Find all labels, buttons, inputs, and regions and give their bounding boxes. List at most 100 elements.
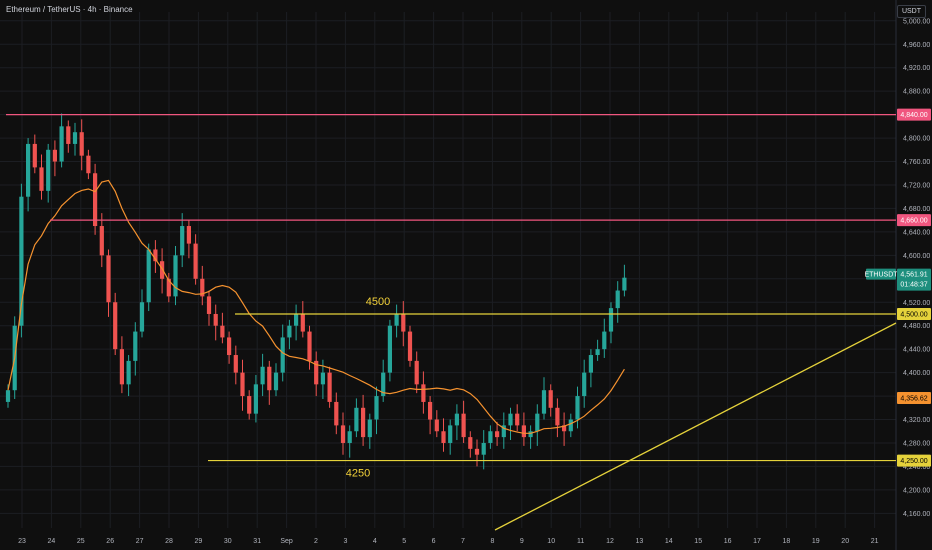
x-tick-label: 16: [724, 538, 732, 545]
x-tick-label: 27: [136, 538, 144, 545]
candle-body: [541, 390, 547, 414]
x-tick-label: 8: [490, 538, 494, 545]
ascending-trendline[interactable]: [494, 322, 897, 531]
candle-body: [421, 384, 426, 402]
ticker-symbol: ETHUSDT: [864, 272, 898, 279]
x-tick-label: 21: [871, 538, 879, 545]
candle-body: [474, 448, 480, 455]
candle-body: [488, 431, 493, 443]
x-tick-label: 2: [314, 538, 318, 545]
candle-body: [582, 372, 587, 397]
x-tick-label: 31: [253, 538, 261, 545]
price-level-label: 4,250.00: [900, 458, 927, 465]
candle-body: [394, 313, 399, 326]
candle-body: [93, 173, 98, 227]
x-tick-label: 15: [694, 538, 702, 545]
candle-body: [381, 372, 386, 397]
price-level-label: 4,660.00: [900, 218, 927, 225]
candle-body: [521, 425, 526, 438]
x-tick-label: 18: [783, 538, 791, 545]
candle-body: [113, 302, 118, 350]
x-tick-label: 29: [195, 538, 203, 545]
candle-body: [206, 296, 212, 314]
x-tick-label: 24: [48, 538, 56, 545]
candle-body: [26, 143, 31, 197]
x-tick-label: 10: [547, 538, 555, 545]
candle-body: [622, 277, 627, 291]
y-tick-label: 4,720.00: [903, 182, 930, 189]
candle-body: [515, 413, 520, 426]
x-tick-label: 6: [432, 538, 436, 545]
x-tick-label: 19: [812, 538, 820, 545]
candle-body: [160, 261, 165, 279]
candle-body: [280, 337, 285, 373]
x-tick-label: 7: [461, 538, 465, 545]
candle-body: [153, 249, 158, 262]
x-tick-label: Sep: [280, 538, 293, 545]
candle-body: [133, 331, 138, 361]
candle-body: [173, 255, 178, 297]
candle-body: [508, 413, 513, 426]
x-tick-label: 14: [665, 538, 673, 545]
candle-body: [5, 390, 11, 402]
candle-body: [387, 325, 392, 373]
level-annotation: 4500: [366, 296, 390, 308]
x-tick-label: 17: [753, 538, 761, 545]
candle-body: [233, 355, 238, 373]
candle-body: [146, 249, 151, 303]
candle-body: [615, 290, 620, 309]
candle-body: [59, 126, 64, 162]
candle-body: [428, 401, 433, 420]
candle-body: [468, 437, 473, 449]
candle-body: [46, 149, 51, 191]
y-tick-label: 4,280.00: [903, 440, 930, 447]
x-tick-label: 23: [18, 538, 26, 545]
x-tick-label: 28: [165, 538, 173, 545]
candle-body: [320, 372, 325, 385]
y-tick-label: 4,440.00: [903, 347, 930, 354]
candle-body: [454, 413, 459, 426]
ma-value-label: 4,356.62: [900, 396, 927, 403]
y-tick-label: 4,960.00: [903, 42, 930, 49]
candle-body: [220, 325, 225, 338]
y-tick-label: 4,800.00: [903, 136, 930, 143]
candle-body: [86, 155, 91, 174]
x-tick-label: 25: [77, 538, 85, 545]
candle-body: [588, 355, 593, 373]
candle-body: [334, 401, 339, 426]
candle-body: [139, 302, 145, 332]
y-tick-label: 5,000.00: [903, 18, 930, 25]
candle-body: [327, 372, 332, 402]
y-tick-label: 4,400.00: [903, 370, 930, 377]
candle-body: [253, 384, 258, 414]
chart-title: Ethereum / TetherUS · 4h · Binance: [6, 5, 133, 14]
candle-body: [434, 419, 439, 432]
currency-button[interactable]: USDT: [896, 5, 926, 18]
last-price: 4,561.91: [900, 272, 927, 279]
level-annotation: 4250: [346, 468, 370, 480]
y-tick-label: 4,480.00: [903, 323, 930, 330]
candle-body: [294, 313, 299, 326]
candle-body: [193, 243, 198, 279]
candle-body: [307, 331, 312, 361]
candle-body: [568, 419, 573, 432]
candle-body: [166, 278, 171, 297]
x-tick-label: 9: [520, 538, 524, 545]
y-tick-label: 4,600.00: [903, 253, 930, 260]
y-tick-label: 4,760.00: [903, 159, 930, 166]
y-tick-label: 4,920.00: [903, 65, 930, 72]
candle-body: [52, 149, 57, 162]
y-tick-label: 4,240.00: [903, 464, 930, 471]
candle-body: [200, 278, 205, 297]
y-tick-label: 4,160.00: [903, 511, 930, 518]
candle-body: [608, 308, 614, 332]
candle-body: [260, 366, 265, 385]
candle-body: [361, 407, 366, 438]
candle-body: [340, 425, 346, 443]
x-tick-label: 13: [636, 538, 644, 545]
y-tick-label: 4,200.00: [903, 487, 930, 494]
y-tick-label: 4,640.00: [903, 229, 930, 236]
candle-body: [119, 349, 124, 385]
price-level-label: 4,500.00: [900, 311, 927, 318]
